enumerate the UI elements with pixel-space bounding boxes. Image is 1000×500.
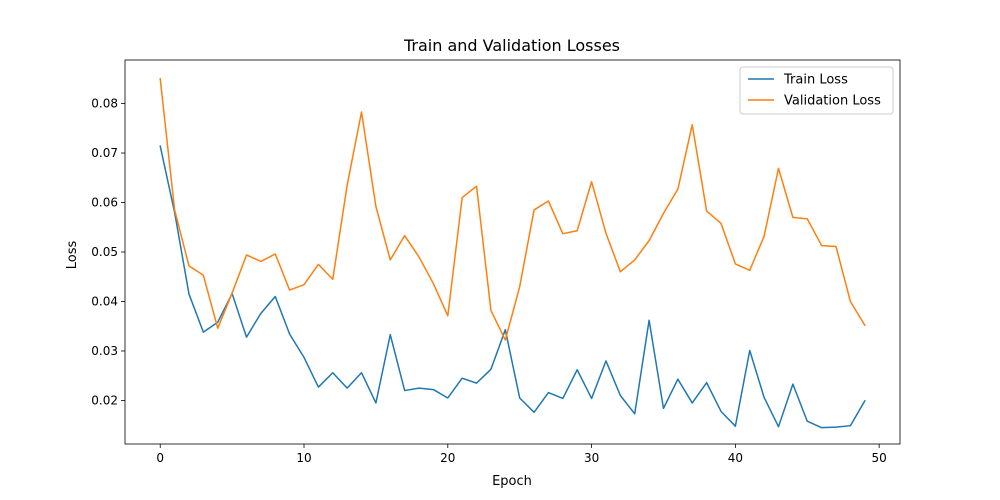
- y-tick-label: 0.06: [91, 196, 118, 210]
- legend-box: [739, 66, 894, 115]
- x-tick-label: 40: [728, 451, 743, 465]
- series-line-0: [159, 145, 866, 429]
- x-tick-label: 50: [872, 451, 887, 465]
- x-tick-label: 30: [584, 451, 599, 465]
- series-line-1: [159, 77, 866, 341]
- chart-title: Train and Validation Losses: [403, 36, 620, 55]
- y-tick-label: 0.04: [91, 294, 118, 308]
- y-tick-label: 0.03: [91, 344, 118, 358]
- legend: Train Loss Validation Loss: [739, 66, 894, 115]
- x-axis-label: Epoch: [492, 474, 532, 489]
- y-tick-label: 0.02: [91, 393, 118, 407]
- legend-label-0: Train Loss: [783, 73, 848, 88]
- x-tick-label: 20: [440, 451, 455, 465]
- y-tick-label: 0.05: [91, 245, 118, 259]
- legend-label-1: Validation Loss: [784, 94, 881, 109]
- plot-area: 0 10 20 30 40 50 0.02 0.03 0.04 0.05 0.06 0.07 0.08: [91, 59, 901, 465]
- y-tick-label: 0.08: [91, 97, 118, 111]
- x-tick-label: 0: [156, 451, 164, 465]
- x-tick-label: 10: [296, 451, 311, 465]
- y-tick-label: 0.07: [91, 146, 118, 160]
- y-axis-label: Loss: [65, 241, 80, 270]
